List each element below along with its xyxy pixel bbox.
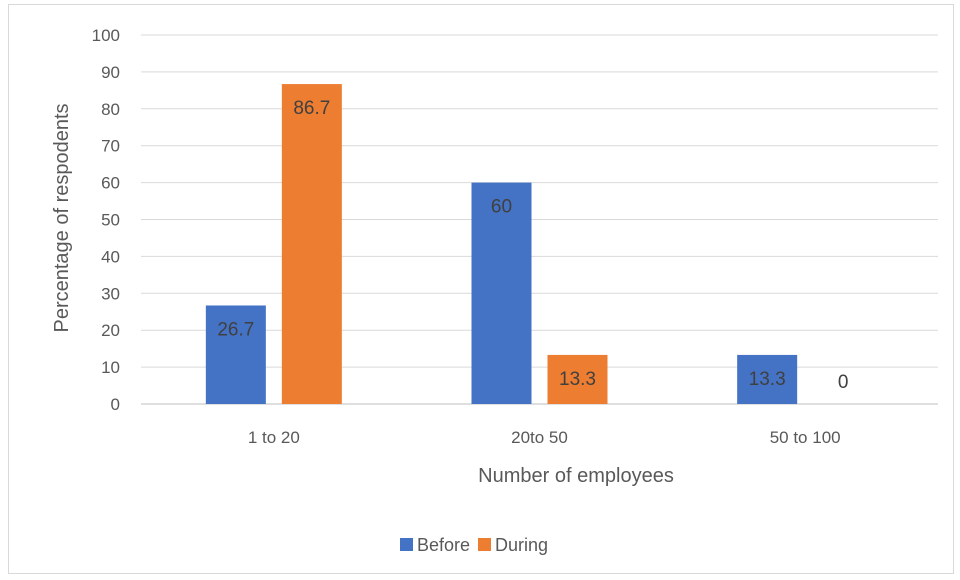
- y-axis-ticks: 0 10 20 30 40 50 60 70 80 90 100: [92, 26, 120, 414]
- bar-before-2: [737, 354, 798, 404]
- gridlines: [141, 34, 938, 405]
- y-axis-title: Percentage of respodents: [51, 103, 73, 332]
- bar-during-1: [547, 354, 608, 404]
- bar-before-0: [205, 305, 266, 404]
- y-tick-label: 40: [101, 247, 120, 266]
- x-tick-label: 50 to 100: [770, 428, 841, 447]
- y-tick-label: 90: [101, 63, 120, 82]
- legend-label: Before: [417, 535, 470, 555]
- legend-label: During: [495, 535, 548, 555]
- bar-during-0: [281, 84, 342, 405]
- data-label: 86.7: [293, 98, 330, 119]
- x-tick-label: 20to 50: [511, 428, 568, 447]
- y-tick-label: 50: [101, 211, 120, 230]
- legend-swatch: [400, 538, 413, 551]
- data-label: 26.7: [217, 319, 254, 340]
- y-tick-label: 60: [101, 174, 120, 193]
- y-tick-label: 70: [101, 137, 120, 156]
- y-tick-label: 10: [101, 358, 120, 377]
- x-axis-ticks: 1 to 20 20to 50 50 to 100: [248, 428, 841, 447]
- bar-before-1: [471, 182, 532, 404]
- data-labels: 26.7 86.7 60 13.3 13.3 0: [217, 98, 848, 393]
- data-label: 13.3: [559, 369, 596, 390]
- bars: [205, 84, 798, 405]
- y-tick-label: 20: [101, 321, 120, 340]
- data-label: 60: [491, 197, 512, 218]
- legend: Before During: [400, 535, 548, 555]
- y-tick-label: 0: [111, 395, 120, 414]
- x-axis-title: Number of employees: [478, 465, 674, 487]
- y-tick-label: 80: [101, 100, 120, 119]
- y-tick-label: 100: [92, 26, 120, 45]
- x-tick-label: 1 to 20: [248, 428, 300, 447]
- data-label: 0: [838, 372, 849, 393]
- y-tick-label: 30: [101, 284, 120, 303]
- data-label: 13.3: [749, 369, 786, 390]
- legend-swatch: [478, 538, 491, 551]
